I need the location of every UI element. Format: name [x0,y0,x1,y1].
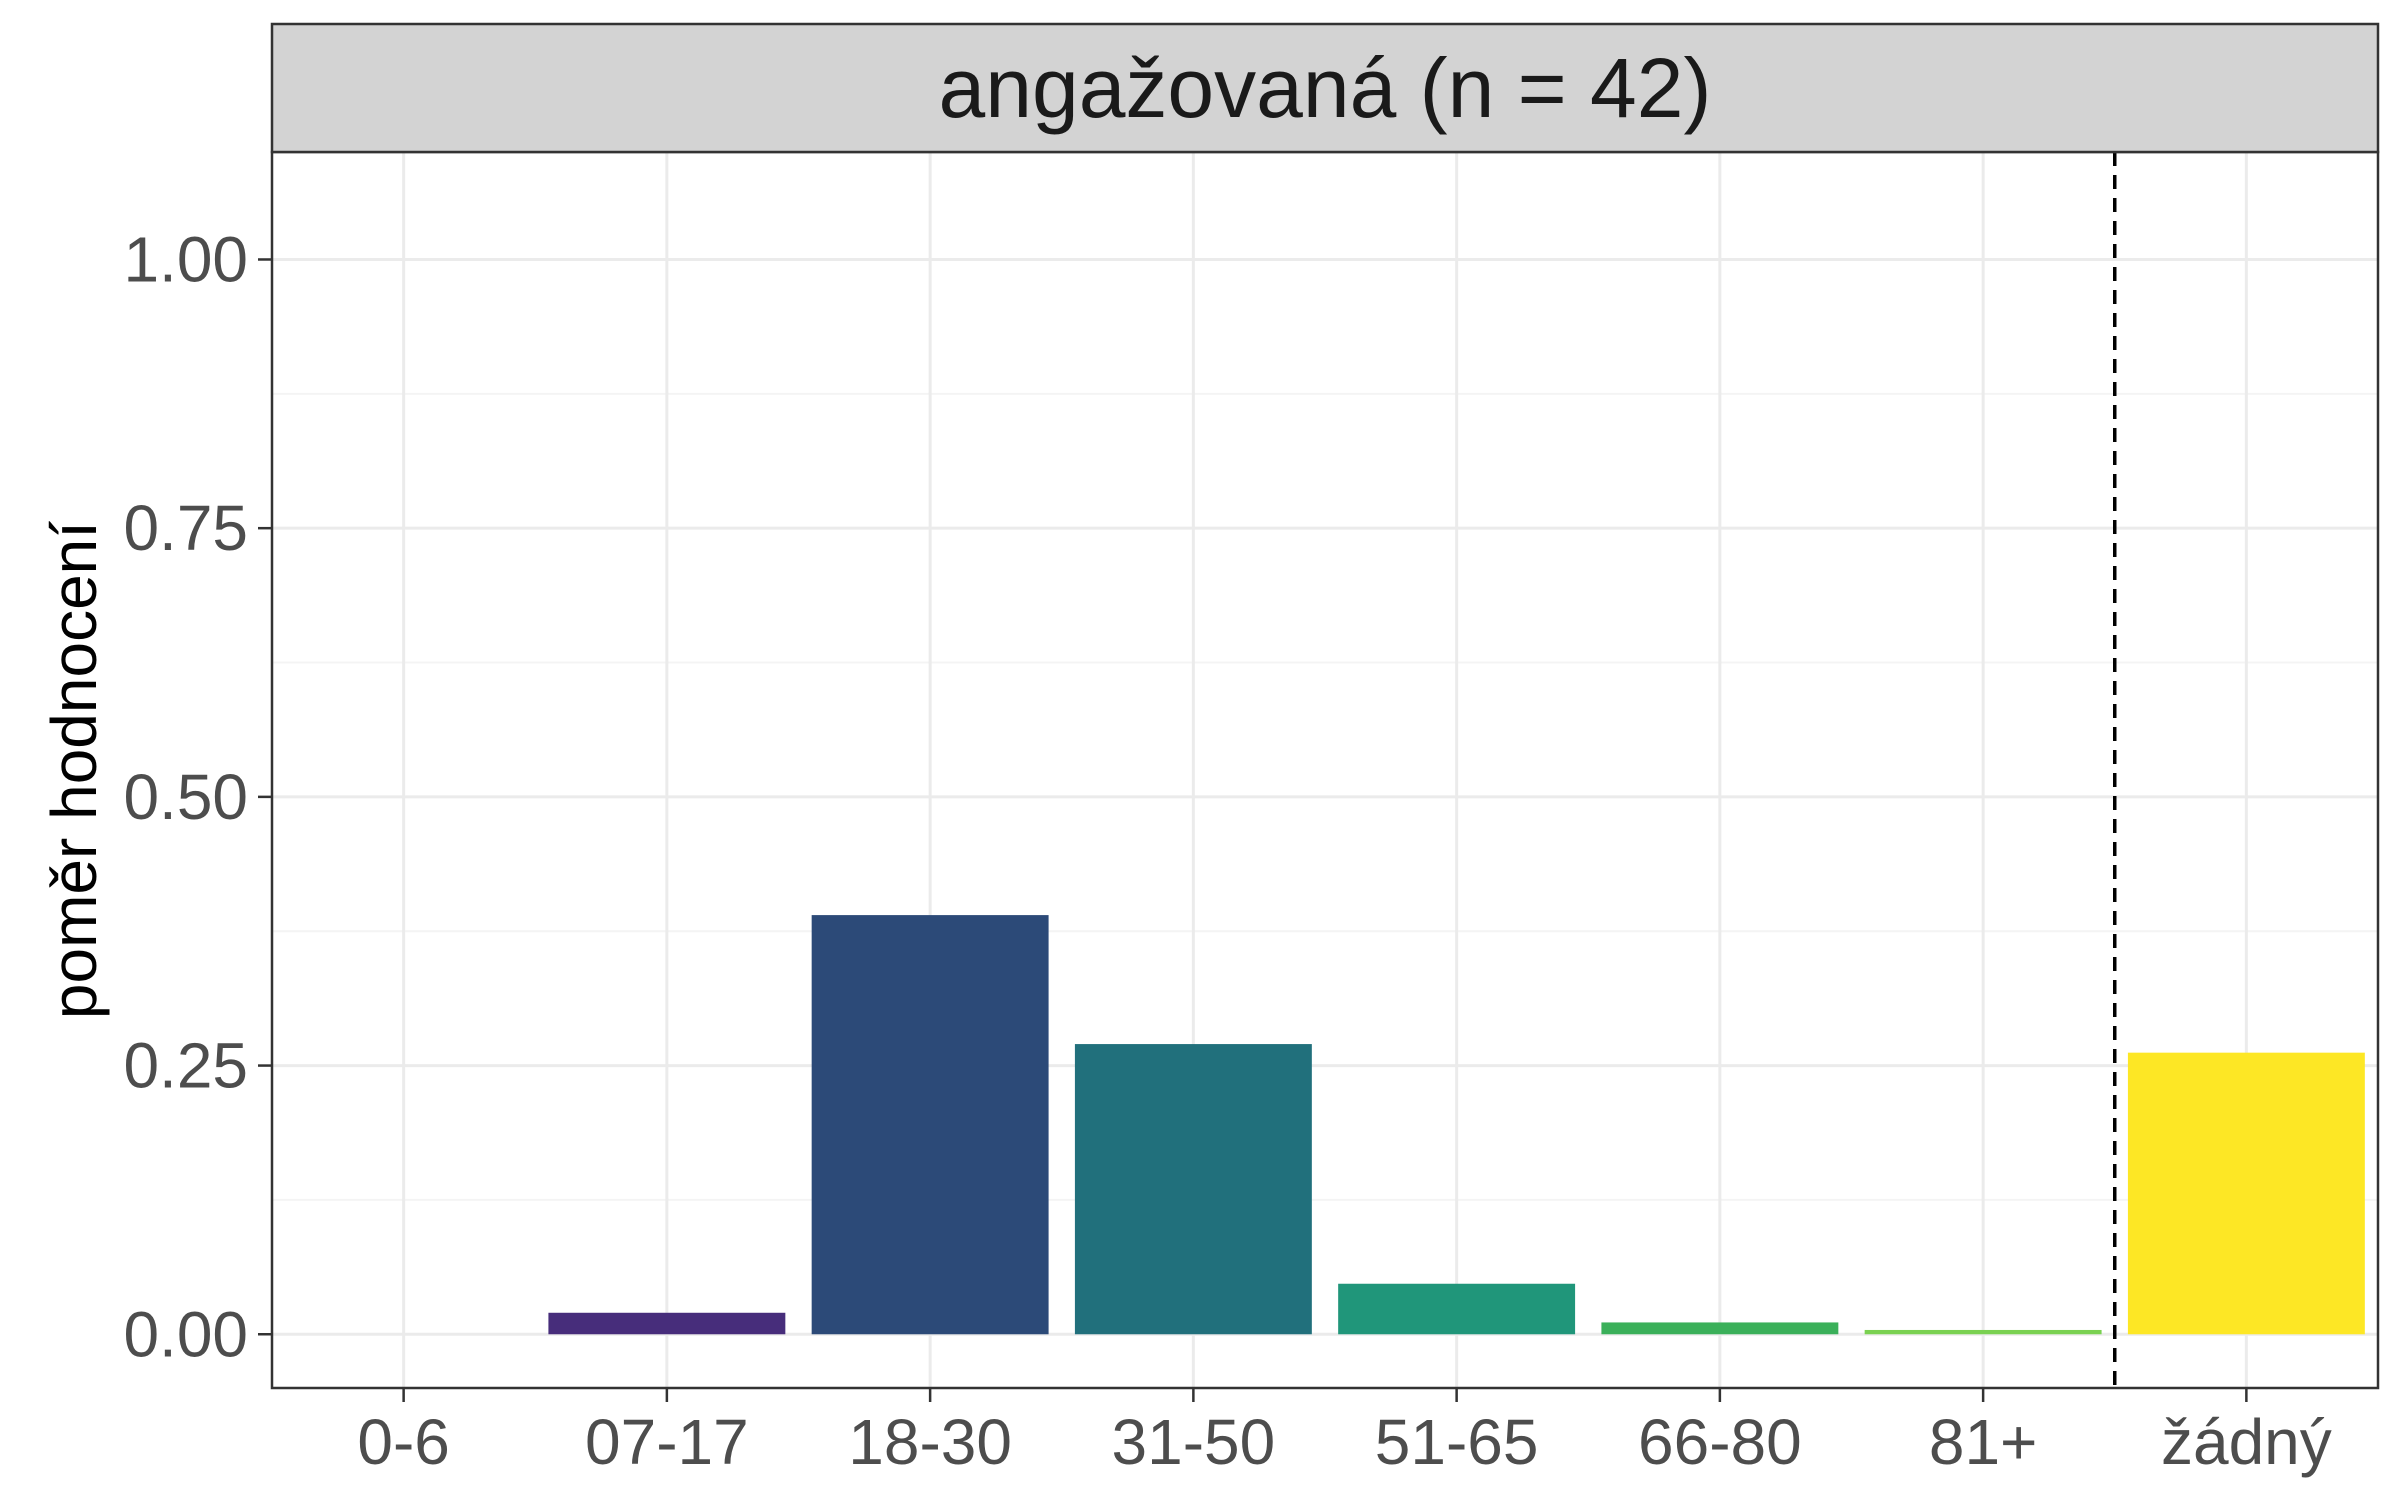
x-tick-label: 81+ [1929,1406,2038,1478]
y-tick-label: 0.00 [123,1298,248,1370]
bar-81+ [1864,1329,2102,1335]
y-tick-label: 0.25 [123,1030,248,1102]
bar-layer [548,915,2365,1335]
y-axis-title: poměr hodnocení [38,521,110,1019]
bar-51-65 [1338,1283,1576,1335]
facet-strip [270,22,2380,154]
x-axis: 0-6 07-17 18-30 31-50 51-65 66-80 81+ žádný [357,1388,2332,1478]
bar-66-80 [1601,1322,1839,1335]
bar-žádný [2127,1052,2365,1335]
x-tick-label: 31-50 [1112,1406,1276,1478]
bar-31-50 [1074,1044,1312,1335]
grid-layer [272,152,2378,1388]
x-tick-label: 0-6 [357,1406,450,1478]
x-tick-label: 18-30 [848,1406,1012,1478]
y-tick-label: 1.00 [123,223,248,295]
y-tick-label: 0.50 [123,761,248,833]
facet-title: angažovaná (n = 42) [939,41,1712,135]
x-tick-label: 66-80 [1638,1406,1802,1478]
bar-18-30 [811,915,1049,1335]
x-tick-label: 51-65 [1375,1406,1539,1478]
y-axis: 0.00 0.25 0.50 0.75 1.00 [123,223,272,1370]
bar-07-17 [548,1312,786,1335]
x-tick-label: 07-17 [585,1406,749,1478]
y-tick-label: 0.75 [123,492,248,564]
x-tick-label: žádný [2161,1406,2332,1478]
